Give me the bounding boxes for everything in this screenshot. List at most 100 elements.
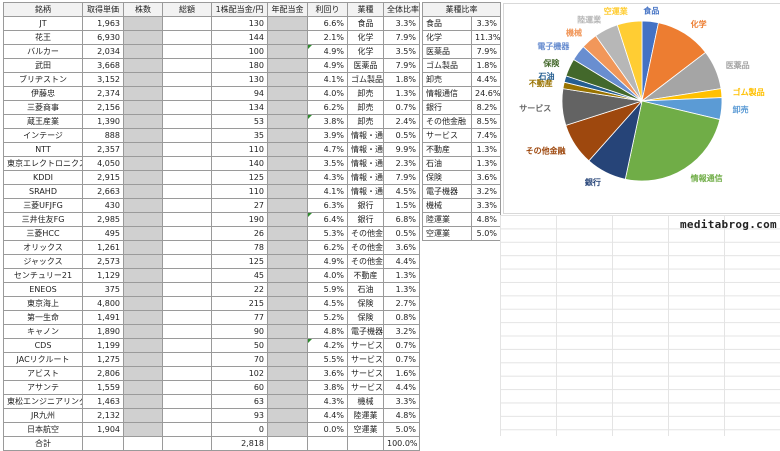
annual-dividend-cell[interactable]: [267, 394, 308, 409]
sector-pie-chart[interactable]: 食品 化学 医薬品 ゴム製品 卸売 情報通信 銀行 その他金融 サービス 不動産 石油 保険 電子機器 機…: [503, 3, 780, 214]
sector-ratio-value[interactable]: 7.9%: [471, 44, 501, 59]
ratio-cell[interactable]: 4.5%: [383, 184, 420, 199]
dividend-cell[interactable]: 180: [211, 58, 268, 73]
shares-cell[interactable]: [123, 324, 163, 339]
stock-name-cell[interactable]: KDDI: [3, 170, 83, 185]
stock-name-cell[interactable]: 東京エレクトロニクス: [3, 156, 83, 171]
total-cell[interactable]: [162, 170, 212, 185]
ratio-cell[interactable]: 0.8%: [383, 310, 420, 325]
annual-dividend-cell[interactable]: [267, 240, 308, 255]
price-cell[interactable]: 3,668: [82, 58, 124, 73]
shares-cell[interactable]: [123, 156, 163, 171]
total-cell[interactable]: [162, 366, 212, 381]
sector-ratio-name[interactable]: 空運業: [422, 226, 472, 241]
stock-name-cell[interactable]: JACリクルート: [3, 352, 83, 367]
total-cell[interactable]: [162, 352, 212, 367]
sector-cell[interactable]: 電子機器: [347, 324, 384, 339]
sector-cell[interactable]: 食品: [347, 16, 384, 31]
stock-name-cell[interactable]: アサンテ: [3, 380, 83, 395]
sector-ratio-name[interactable]: その他金融: [422, 114, 472, 129]
sector-cell[interactable]: 銀行: [347, 212, 384, 227]
annual-dividend-cell[interactable]: [267, 380, 308, 395]
shares-cell[interactable]: [123, 296, 163, 311]
sector-cell[interactable]: 銀行: [347, 198, 384, 213]
header-price[interactable]: 取得単価: [82, 2, 124, 17]
dividend-cell[interactable]: 90: [211, 324, 268, 339]
price-cell[interactable]: 2,357: [82, 142, 124, 157]
annual-dividend-cell[interactable]: [267, 86, 308, 101]
price-cell[interactable]: 2,156: [82, 100, 124, 115]
total-cell[interactable]: [162, 422, 212, 437]
total-cell[interactable]: [162, 142, 212, 157]
dividend-cell[interactable]: 93: [211, 408, 268, 423]
shares-cell[interactable]: [123, 184, 163, 199]
price-cell[interactable]: 1,261: [82, 240, 124, 255]
sector-cell[interactable]: 化学: [347, 30, 384, 45]
ratio-cell[interactable]: 6.8%: [383, 212, 420, 227]
yield-cell[interactable]: 4.9%: [307, 44, 348, 59]
yield-cell[interactable]: 3.9%: [307, 128, 348, 143]
yield-cell[interactable]: 4.9%: [307, 58, 348, 73]
sector-cell[interactable]: 陸運業: [347, 408, 384, 423]
annual-dividend-cell[interactable]: [267, 170, 308, 185]
price-cell[interactable]: 1,963: [82, 16, 124, 31]
header-yield[interactable]: 利回り: [307, 2, 348, 17]
sector-ratio-value[interactable]: 8.5%: [471, 114, 501, 129]
header-dividend-per-share[interactable]: 1株配当金/円: [211, 2, 268, 17]
shares-cell[interactable]: [123, 30, 163, 45]
total-cell[interactable]: [162, 100, 212, 115]
dividend-cell[interactable]: 22: [211, 282, 268, 297]
shares-cell[interactable]: [123, 310, 163, 325]
yield-cell[interactable]: 4.1%: [307, 184, 348, 199]
ratio-cell[interactable]: 0.7%: [383, 352, 420, 367]
price-cell[interactable]: 4,050: [82, 156, 124, 171]
sector-ratio-name[interactable]: 機械: [422, 198, 472, 213]
price-cell[interactable]: 6,930: [82, 30, 124, 45]
shares-cell[interactable]: [123, 268, 163, 283]
shares-cell[interactable]: [123, 142, 163, 157]
total-cell[interactable]: [162, 226, 212, 241]
stock-name-cell[interactable]: JR九州: [3, 408, 83, 423]
ratio-cell[interactable]: 1.6%: [383, 366, 420, 381]
stock-name-cell[interactable]: 三井住友FG: [3, 212, 83, 227]
annual-dividend-cell[interactable]: [267, 156, 308, 171]
total-cell[interactable]: [162, 156, 212, 171]
sector-cell[interactable]: 卸売: [347, 114, 384, 129]
yield-cell[interactable]: 4.0%: [307, 86, 348, 101]
sector-cell[interactable]: 石油: [347, 282, 384, 297]
empty-sheet-grid[interactable]: [500, 215, 780, 436]
stock-name-cell[interactable]: 東松エンジニアリング: [3, 394, 83, 409]
dividend-cell[interactable]: 130: [211, 72, 268, 87]
ratio-cell[interactable]: 7.9%: [383, 58, 420, 73]
sector-ratio-value[interactable]: 5.0%: [471, 226, 501, 241]
price-cell[interactable]: 1,275: [82, 352, 124, 367]
dividend-cell[interactable]: 134: [211, 100, 268, 115]
yield-cell[interactable]: 5.9%: [307, 282, 348, 297]
shares-cell[interactable]: [123, 394, 163, 409]
header-ratio[interactable]: 全体比率: [383, 2, 420, 17]
sector-ratio-name[interactable]: 陸運業: [422, 212, 472, 227]
stock-name-cell[interactable]: NTT: [3, 142, 83, 157]
dividend-cell[interactable]: 50: [211, 338, 268, 353]
total-cell[interactable]: [162, 114, 212, 129]
sector-ratio-name[interactable]: 卸売: [422, 72, 472, 87]
price-cell[interactable]: 4,800: [82, 296, 124, 311]
total-cell[interactable]: [162, 254, 212, 269]
total-cell[interactable]: [162, 268, 212, 283]
annual-dividend-cell[interactable]: [267, 100, 308, 115]
sector-cell[interactable]: 保険: [347, 296, 384, 311]
sector-cell[interactable]: 情報・通信: [347, 170, 384, 185]
dividend-cell[interactable]: 70: [211, 352, 268, 367]
sector-cell[interactable]: 情報・通信: [347, 184, 384, 199]
total-cell[interactable]: [162, 198, 212, 213]
dividend-cell[interactable]: 140: [211, 156, 268, 171]
header-shares[interactable]: 株数: [123, 2, 163, 17]
sector-cell[interactable]: 情報・通信: [347, 142, 384, 157]
dividend-cell[interactable]: 190: [211, 212, 268, 227]
price-cell[interactable]: 2,663: [82, 184, 124, 199]
sector-cell[interactable]: 医薬品: [347, 58, 384, 73]
dividend-cell[interactable]: 35: [211, 128, 268, 143]
shares-cell[interactable]: [123, 380, 163, 395]
yield-cell[interactable]: 4.9%: [307, 254, 348, 269]
sector-ratio-value[interactable]: 1.3%: [471, 142, 501, 157]
